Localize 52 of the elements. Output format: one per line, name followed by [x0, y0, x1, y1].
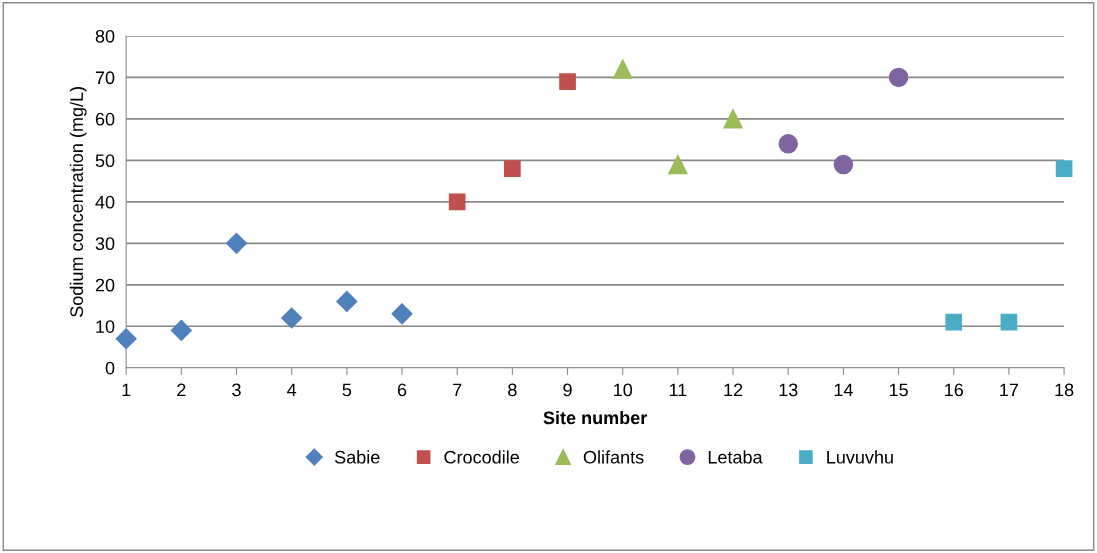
x-tick-label: 4 — [287, 383, 297, 397]
x-tick-label: 12 — [724, 383, 743, 397]
y-tick-label: 50 — [95, 154, 115, 168]
x-tick-label: 18 — [1055, 383, 1074, 397]
point — [115, 328, 137, 350]
x-tick-label: 17 — [1000, 383, 1019, 397]
x-tick-label: 8 — [508, 383, 517, 397]
point — [170, 319, 192, 341]
x-tick-label: 5 — [342, 383, 352, 397]
y-tick-label: 30 — [95, 237, 115, 251]
legend-label: Luvuvhu — [827, 450, 893, 464]
point — [281, 307, 303, 329]
legend-label: Letaba — [708, 450, 763, 464]
point — [391, 303, 413, 325]
point — [668, 154, 688, 175]
x-tick-label: 1 — [122, 383, 131, 397]
point — [945, 313, 963, 331]
point — [723, 109, 743, 129]
y-tick-label: 70 — [95, 71, 115, 85]
point — [225, 232, 248, 254]
y-tick-label: 10 — [96, 320, 115, 333]
x-tick-label: 6 — [397, 383, 407, 397]
x-tick-label: 11 — [669, 383, 687, 397]
point — [559, 73, 576, 90]
x-tick-label: 7 — [453, 383, 462, 397]
y-tick-label: 40 — [95, 195, 115, 209]
x-axis-title: Site number — [543, 410, 648, 425]
legend-label: Sabie — [334, 450, 380, 464]
x-tick-label: 9 — [563, 383, 572, 397]
point — [888, 67, 909, 88]
point — [448, 193, 466, 211]
y-tick-label: 60 — [95, 112, 115, 126]
y-tick-label: 80 — [95, 29, 115, 43]
x-tick-label: 10 — [614, 383, 633, 397]
point — [1000, 313, 1018, 331]
point — [504, 160, 521, 177]
point — [612, 59, 633, 79]
x-tick-label: 13 — [779, 383, 798, 397]
x-tick-label: 14 — [834, 383, 853, 397]
x-tick-label: 15 — [889, 383, 908, 397]
point — [833, 154, 854, 175]
point — [1055, 160, 1073, 177]
x-tick-label: 3 — [232, 383, 241, 397]
point — [778, 134, 798, 154]
y-tick-label: 0 — [105, 361, 115, 375]
y-tick-label: 20 — [95, 278, 115, 292]
legend-label: Crocodile — [444, 450, 519, 464]
legend-label: Olifants — [583, 450, 644, 464]
point — [336, 290, 358, 312]
x-tick-label: 16 — [945, 383, 963, 397]
y-axis-title: Sodium concentration (mg/L) — [69, 87, 87, 317]
x-tick-label: 2 — [177, 383, 186, 397]
